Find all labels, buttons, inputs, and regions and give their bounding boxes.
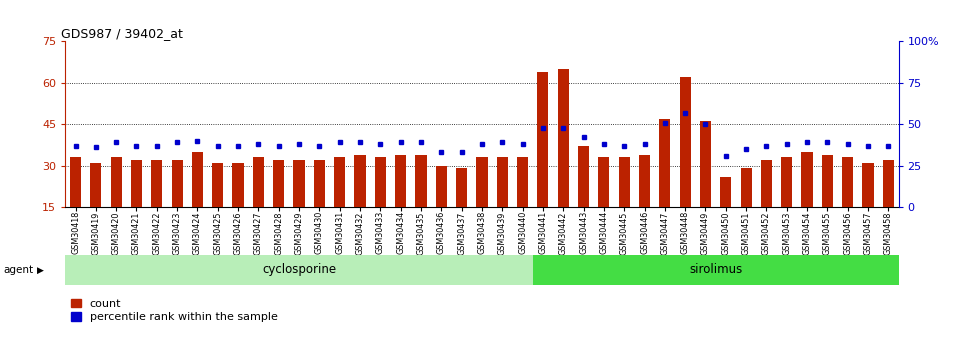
- Bar: [639, 155, 650, 207]
- Bar: [883, 160, 894, 207]
- Bar: [375, 157, 386, 207]
- Bar: [842, 157, 853, 207]
- Bar: [435, 166, 447, 207]
- Bar: [659, 119, 671, 207]
- Bar: [65, 255, 532, 285]
- Bar: [477, 157, 487, 207]
- Bar: [151, 160, 162, 207]
- Bar: [761, 160, 772, 207]
- Bar: [741, 168, 752, 207]
- Bar: [619, 157, 629, 207]
- Bar: [70, 157, 81, 207]
- Bar: [557, 69, 569, 207]
- Bar: [801, 152, 813, 207]
- Bar: [700, 121, 711, 207]
- Bar: [415, 155, 427, 207]
- Bar: [273, 160, 284, 207]
- Bar: [233, 163, 244, 207]
- Bar: [599, 157, 609, 207]
- Legend: count, percentile rank within the sample: count, percentile rank within the sample: [71, 299, 278, 322]
- Bar: [192, 152, 203, 207]
- Bar: [497, 157, 507, 207]
- Bar: [334, 157, 345, 207]
- Text: GDS987 / 39402_at: GDS987 / 39402_at: [62, 27, 183, 40]
- Bar: [212, 163, 223, 207]
- Bar: [111, 157, 122, 207]
- Bar: [90, 163, 102, 207]
- Bar: [720, 177, 731, 207]
- Bar: [253, 157, 264, 207]
- Bar: [781, 157, 793, 207]
- Bar: [822, 155, 833, 207]
- Bar: [532, 255, 899, 285]
- Bar: [395, 155, 407, 207]
- Text: agent: agent: [3, 265, 33, 275]
- Bar: [679, 77, 691, 207]
- Bar: [862, 163, 874, 207]
- Bar: [517, 157, 529, 207]
- Bar: [456, 168, 467, 207]
- Text: cyclosporine: cyclosporine: [262, 264, 336, 276]
- Bar: [131, 160, 142, 207]
- Text: ▶: ▶: [37, 265, 43, 275]
- Bar: [314, 160, 325, 207]
- Bar: [537, 72, 549, 207]
- Text: sirolimus: sirolimus: [689, 264, 742, 276]
- Bar: [171, 160, 183, 207]
- Bar: [293, 160, 305, 207]
- Bar: [355, 155, 365, 207]
- Bar: [578, 146, 589, 207]
